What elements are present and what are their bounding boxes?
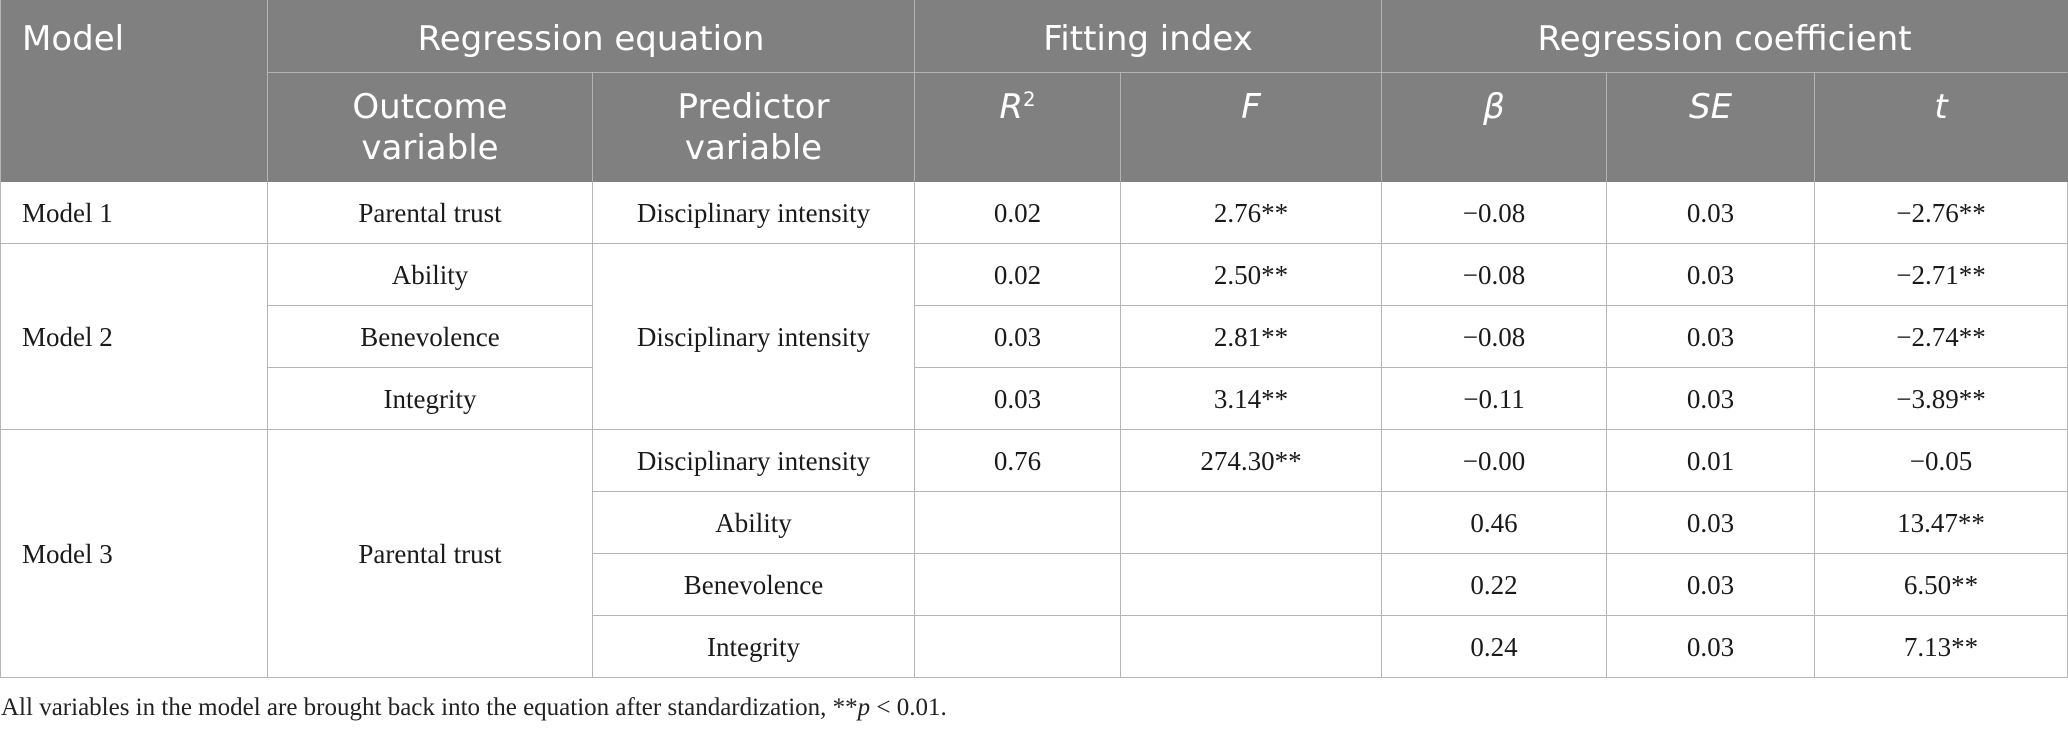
outcome-cell: Benevolence — [268, 306, 593, 368]
table-row: Model 3 Parental trust Disciplinary inte… — [1, 430, 2068, 678]
outcome-cell: Parental trust — [268, 430, 593, 678]
model-label: Model 2 — [1, 244, 268, 430]
header-f: F — [1121, 73, 1383, 182]
header-se: SE — [1607, 73, 1816, 182]
model-label: Model 3 — [1, 430, 268, 678]
table-row: Model 1 Parental trust Disciplinary inte… — [1, 182, 2068, 244]
header-beta: β — [1382, 73, 1608, 182]
footnote-threshold: < 0.01. — [870, 694, 947, 721]
header-regression-coefficient: Regression coefficient — [1382, 0, 2068, 73]
beta-cell: −0.00 — [1382, 430, 1608, 492]
f-cell: 2.50** — [1121, 244, 1383, 306]
predictor-cell: Disciplinary intensity — [593, 430, 916, 492]
f-cell: 2.76** — [1121, 182, 1383, 244]
f-cell: 274.30** — [1121, 430, 1383, 492]
beta-cell: 0.24 — [1382, 616, 1608, 678]
header-predictor-variable: Predictor variable — [593, 73, 916, 182]
se-cell: 0.03 — [1607, 182, 1816, 244]
header-t: t — [1815, 73, 2068, 182]
table-footnote: All variables in the model are brought b… — [1, 692, 947, 724]
regression-table: Model Regression equation Fitting index … — [0, 0, 2068, 678]
header-row-groups: Model Regression equation Fitting index … — [1, 0, 2068, 182]
se-cell: 0.03 — [1607, 368, 1816, 430]
model-3-group: Model 3 Parental trust Disciplinary inte… — [1, 430, 2068, 678]
t-cell: −2.74** — [1815, 306, 2068, 368]
t-cell: 6.50** — [1815, 554, 2068, 616]
model-1-group: Model 1 Parental trust Disciplinary inte… — [1, 182, 2068, 244]
header-r-squared: R2 — [915, 73, 1122, 182]
predictor-cell: Disciplinary intensity — [593, 182, 916, 244]
empty-cell — [915, 492, 1122, 554]
outcome-variable-label: Outcome variable — [352, 87, 508, 168]
se-cell: 0.03 — [1607, 244, 1816, 306]
se-cell: 0.03 — [1607, 306, 1816, 368]
se-cell: 0.03 — [1607, 492, 1816, 554]
r-squared-symbol: R — [999, 87, 1024, 127]
t-cell: −2.76** — [1815, 182, 2068, 244]
beta-cell: −0.08 — [1382, 182, 1608, 244]
header-model: Model — [1, 0, 268, 182]
f-cell: 2.81** — [1121, 306, 1383, 368]
t-cell: −2.71** — [1815, 244, 2068, 306]
se-cell: 0.03 — [1607, 554, 1816, 616]
table-header: Model Regression equation Fitting index … — [1, 0, 2068, 182]
table-row: Integrity 0.03 3.14** −0.11 0.03 −3.89** — [1, 368, 2068, 430]
se-cell: 0.03 — [1607, 616, 1816, 678]
beta-cell: −0.11 — [1382, 368, 1608, 430]
empty-cell — [1121, 554, 1383, 616]
se-cell: 0.01 — [1607, 430, 1816, 492]
header-regression-equation: Regression equation — [268, 0, 916, 73]
r2-cell: 0.02 — [915, 244, 1122, 306]
predictor-cell: Benevolence — [593, 554, 916, 616]
predictor-cell: Integrity — [593, 616, 916, 678]
footnote-text: All variables in the model are brought b… — [1, 694, 858, 721]
t-cell: 13.47** — [1815, 492, 2068, 554]
r2-cell: 0.02 — [915, 182, 1122, 244]
table-row: Integrity 0.24 0.03 7.13** — [1, 616, 2068, 678]
r2-cell: 0.03 — [915, 368, 1122, 430]
header-fitting-index: Fitting index — [915, 0, 1383, 73]
model-2-group: Model 2 Ability Disciplinary intensity 0… — [1, 244, 2068, 430]
predictor-cell: Ability — [593, 492, 916, 554]
predictor-variable-label: Predictor variable — [677, 87, 830, 168]
beta-cell: 0.22 — [1382, 554, 1608, 616]
empty-cell — [915, 616, 1122, 678]
beta-cell: −0.08 — [1382, 306, 1608, 368]
r2-cell: 0.03 — [915, 306, 1122, 368]
t-cell: 7.13** — [1815, 616, 2068, 678]
header-row-columns: Outcome variable Predictor variable R2 F… — [1, 73, 2068, 182]
f-cell: 3.14** — [1121, 368, 1383, 430]
predictor-cell: Disciplinary intensity — [593, 244, 916, 430]
table-row: Benevolence 0.22 0.03 6.50** — [1, 554, 2068, 616]
header-outcome-variable: Outcome variable — [268, 73, 593, 182]
table-row: Benevolence 0.03 2.81** −0.08 0.03 −2.74… — [1, 306, 2068, 368]
beta-cell: −0.08 — [1382, 244, 1608, 306]
empty-cell — [1121, 616, 1383, 678]
r-squared-exponent: 2 — [1023, 87, 1036, 111]
t-cell: −3.89** — [1815, 368, 2068, 430]
empty-cell — [1121, 492, 1383, 554]
outcome-cell: Parental trust — [268, 182, 593, 244]
outcome-cell: Integrity — [268, 368, 593, 430]
empty-cell — [915, 554, 1122, 616]
r2-cell: 0.76 — [915, 430, 1122, 492]
footnote-p-symbol: p — [857, 694, 871, 721]
table-row: Model 2 Ability Disciplinary intensity 0… — [1, 244, 2068, 430]
beta-cell: 0.46 — [1382, 492, 1608, 554]
outcome-cell: Ability — [268, 244, 593, 306]
t-cell: −0.05 — [1815, 430, 2068, 492]
model-label: Model 1 — [1, 182, 268, 244]
